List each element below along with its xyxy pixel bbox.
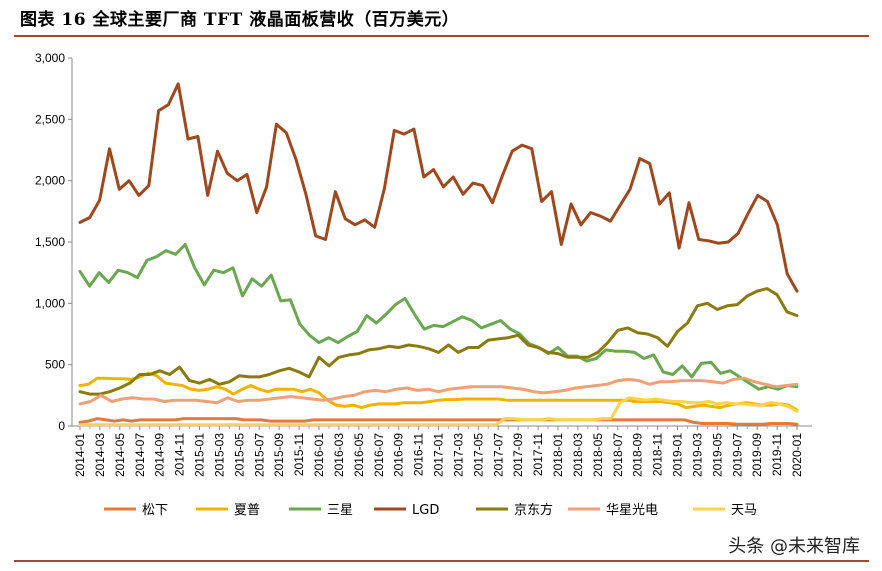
- x-tick-label: 2015-03: [212, 433, 226, 477]
- x-tick-label: 2016-11: [412, 433, 426, 476]
- x-tick-label: 2014-03: [93, 433, 107, 477]
- x-tick-label: 2019-09: [750, 433, 764, 477]
- x-tick-label: 2018-07: [611, 433, 625, 477]
- x-tick-label: 2017-07: [491, 433, 505, 477]
- x-tick-label: 2016-07: [372, 433, 386, 477]
- series-line-1: [78, 371, 799, 412]
- watermark: 头条 @未来智库: [728, 536, 860, 557]
- x-tick-label: 2019-11: [770, 433, 784, 476]
- chart-series-layer: [78, 82, 799, 427]
- legend-label-2: 三星: [327, 503, 353, 518]
- x-tick-label: 2015-09: [272, 433, 286, 477]
- footer-divider: [14, 560, 869, 562]
- x-tick-label: 2020-01: [790, 433, 804, 477]
- chart-legend: 松下 夏普 三星 LGD 京东方 华星光电 天马: [104, 502, 757, 518]
- chart-axes: 0 500 1,000 1,500 2,000 2,500 3,000 2014-01 2014…: [35, 51, 812, 477]
- x-tick-label: 2015-07: [252, 433, 266, 477]
- title-divider: [14, 35, 869, 37]
- series-line-2: [78, 243, 799, 391]
- x-tick-label: 2014-01: [73, 433, 87, 477]
- x-tick-label: 2016-09: [392, 433, 406, 477]
- x-tick-label: 2016-03: [332, 433, 346, 477]
- x-tick-label: 2016-01: [312, 433, 326, 477]
- x-tick-label: 2014-09: [153, 433, 167, 477]
- series-line-5: [78, 376, 799, 406]
- x-tick-label: 2018-11: [651, 433, 665, 476]
- x-tick-label: 2014-11: [173, 433, 187, 476]
- x-tick-label: 2018-09: [631, 433, 645, 477]
- x-tick-label: 2017-09: [511, 433, 525, 477]
- series-line-3: [78, 82, 799, 293]
- legend-label-1: 夏普: [234, 503, 260, 518]
- x-tick-label: 2015-05: [232, 433, 246, 477]
- y-tick-label: 2,500: [35, 112, 65, 126]
- x-tick-label: 2018-01: [551, 433, 565, 477]
- chart-title: 图表 16 全球主要厂商 TFT 液晶面板营收（百万美元）: [20, 10, 460, 30]
- y-tick-label: 0: [58, 419, 65, 433]
- x-tick-label: 2016-05: [352, 433, 366, 477]
- x-tick-label: 2017-05: [471, 433, 485, 477]
- x-tick-label: 2014-05: [113, 433, 127, 477]
- x-tick-label: 2015-11: [292, 433, 306, 476]
- x-tick-label: 2015-01: [193, 433, 207, 477]
- x-tick-label: 2017-03: [451, 433, 465, 477]
- x-tick-label: 2017-11: [531, 433, 545, 476]
- legend-label-3: LGD: [412, 503, 439, 518]
- y-tick-label: 3,000: [35, 51, 65, 65]
- x-tick-label: 2019-07: [730, 433, 744, 477]
- legend-label-0: 松下: [142, 503, 168, 518]
- x-tick-label: 2014-07: [133, 433, 147, 477]
- x-tick-label: 2019-01: [671, 433, 685, 477]
- x-tick-label: 2019-05: [710, 433, 724, 477]
- legend-label-4: 京东方: [514, 502, 553, 518]
- y-tick-label: 500: [45, 358, 65, 372]
- x-tick-label: 2017-01: [432, 433, 446, 477]
- legend-label-6: 天马: [731, 503, 757, 518]
- x-tick-label: 2019-03: [690, 433, 704, 477]
- y-tick-label: 1,000: [35, 296, 65, 310]
- series-line-4: [78, 287, 799, 396]
- series-line-6: [78, 396, 799, 427]
- y-tick-label: 2,000: [35, 174, 65, 188]
- x-tick-label: 2018-03: [571, 433, 585, 477]
- x-tick-label: 2018-05: [591, 433, 605, 477]
- legend-label-5: 华星光电: [606, 503, 658, 518]
- y-tick-label: 1,500: [35, 235, 65, 249]
- series-line-0: [78, 417, 799, 426]
